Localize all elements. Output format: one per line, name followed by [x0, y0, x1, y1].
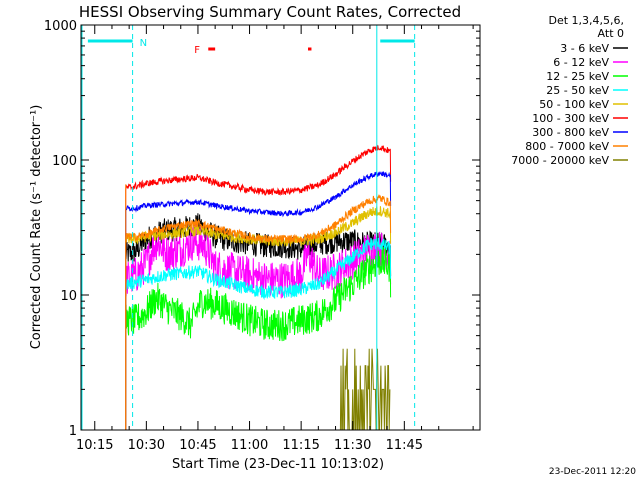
y-tick-label: 10 [60, 289, 77, 304]
chart-title: HESSI Observing Summary Count Rates, Cor… [79, 3, 461, 21]
series-line-25-50-kev [125, 237, 392, 430]
y-tick-label: 100 [52, 154, 77, 169]
legend-entry-label: 7000 - 20000 keV [511, 154, 609, 167]
legend-entry-label: 25 - 50 keV [546, 84, 609, 97]
legend-entry-label: 50 - 100 keV [539, 98, 609, 111]
plot-frame [80, 24, 481, 431]
legend-entry-label: 100 - 300 keV [532, 112, 609, 125]
x-tick-label: 11:00 [231, 438, 268, 453]
night-flare-overlays: NF [81, 25, 416, 430]
y-axis-label: Corrected Count Rate (s⁻¹ detector⁻¹) [29, 105, 44, 350]
legend-entry-label: 300 - 800 keV [532, 126, 609, 139]
flare-flag-label: F [194, 45, 200, 56]
legend-header-line: Det 1,3,4,5,6, [548, 14, 624, 27]
x-axis-label: Start Time (23-Dec-11 10:13:02) [172, 457, 384, 472]
y-tick-label: 1000 [44, 19, 77, 34]
x-tick-label: 10:15 [76, 438, 113, 453]
legend-entry-label: 6 - 12 keV [553, 56, 609, 69]
x-tick-label: 10:30 [128, 438, 165, 453]
axes: 1 10 100 1000 10:15 10:30 10:45 11:00 11:15 11:30… [44, 19, 480, 453]
series-line-800-7000-kev [125, 194, 392, 430]
legend-entry-label: 3 - 6 keV [560, 42, 609, 55]
legend-entry-label: 800 - 7000 keV [525, 140, 609, 153]
series-line-300-800-kev [125, 171, 392, 430]
x-tick-label: 10:45 [179, 438, 216, 453]
x-tick-label: 11:15 [282, 438, 319, 453]
legend-header-line: Att 0 [598, 27, 624, 40]
legend-entry-label: 12 - 25 keV [546, 70, 609, 83]
y-tick-label: 1 [69, 424, 77, 439]
series-line-12-25-kev [125, 246, 392, 430]
series-line-6-12-kev [125, 224, 392, 430]
x-tick-label: 11:45 [386, 438, 423, 453]
series-traces [125, 144, 392, 431]
x-tick-label: 11:30 [334, 438, 371, 453]
footer-timestamp: 23-Dec-2011 12:20 [549, 467, 636, 477]
night-flag-label: N [140, 38, 147, 49]
series-line-100-300-kev [125, 144, 392, 430]
